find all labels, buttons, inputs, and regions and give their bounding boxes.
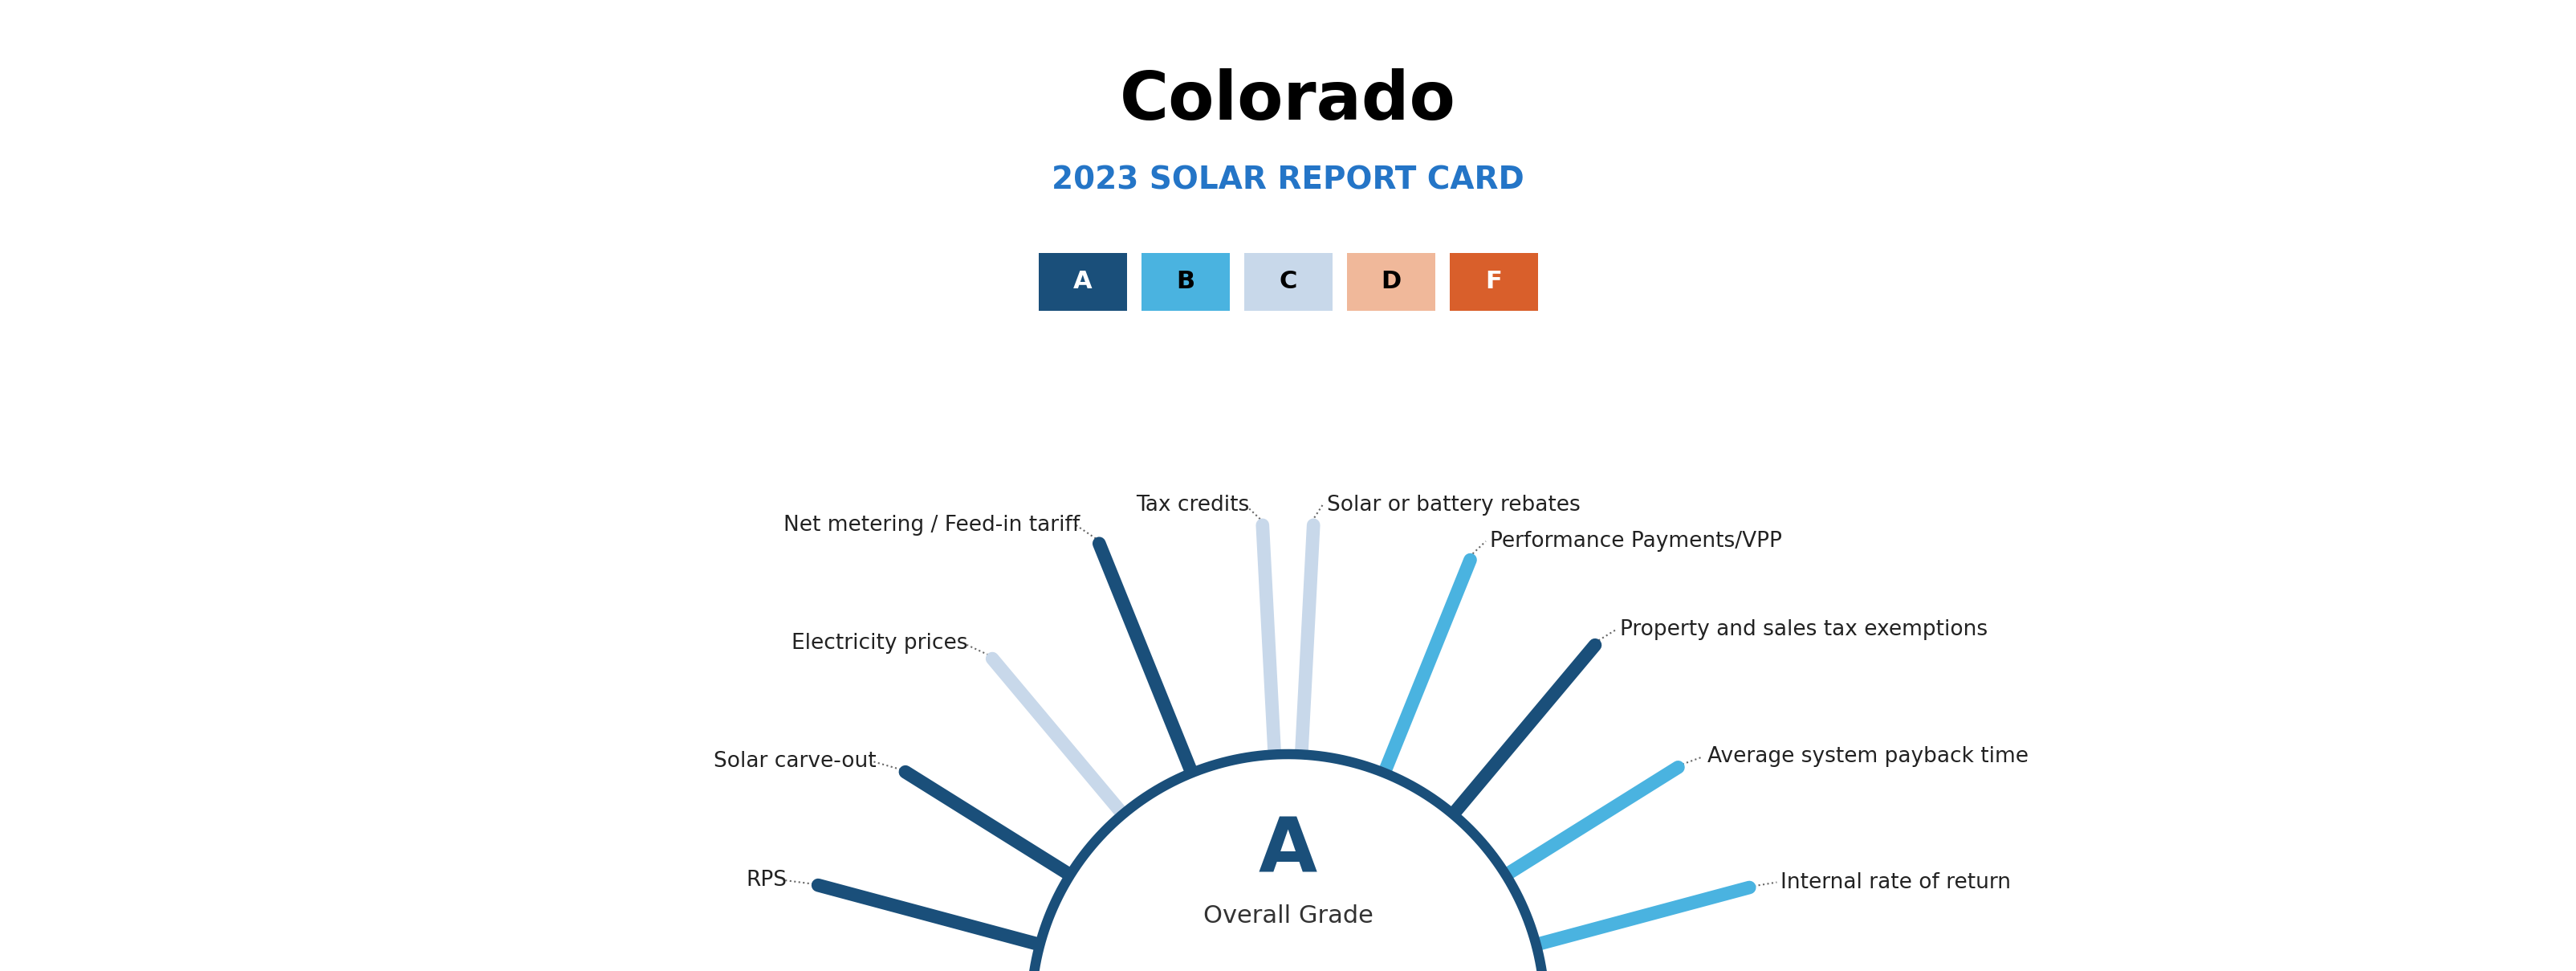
Text: Electricity prices: Electricity prices bbox=[791, 633, 969, 653]
Text: RPS: RPS bbox=[744, 870, 786, 890]
Text: A: A bbox=[1260, 815, 1316, 888]
FancyBboxPatch shape bbox=[1450, 252, 1538, 311]
Text: C: C bbox=[1280, 270, 1296, 293]
Text: Average system payback time: Average system payback time bbox=[1708, 746, 2027, 767]
Text: Net metering / Feed-in tariff: Net metering / Feed-in tariff bbox=[783, 515, 1079, 535]
Text: A: A bbox=[1074, 270, 1092, 293]
FancyBboxPatch shape bbox=[1141, 252, 1229, 311]
Text: Solar carve-out: Solar carve-out bbox=[714, 751, 876, 772]
FancyBboxPatch shape bbox=[1038, 252, 1126, 311]
Text: Internal rate of return: Internal rate of return bbox=[1780, 872, 2012, 892]
Text: F: F bbox=[1486, 270, 1502, 293]
Text: Solar or battery rebates: Solar or battery rebates bbox=[1327, 494, 1579, 516]
FancyBboxPatch shape bbox=[1347, 252, 1435, 311]
Text: Colorado: Colorado bbox=[1121, 68, 1455, 133]
Text: D: D bbox=[1381, 270, 1401, 293]
Text: B: B bbox=[1177, 270, 1195, 293]
FancyBboxPatch shape bbox=[1244, 252, 1332, 311]
Text: Performance Payments/VPP: Performance Payments/VPP bbox=[1489, 531, 1783, 552]
Text: Tax credits: Tax credits bbox=[1136, 494, 1249, 516]
Text: Overall Grade: Overall Grade bbox=[1203, 904, 1373, 927]
Text: Property and sales tax exemptions: Property and sales tax exemptions bbox=[1620, 619, 1989, 640]
Text: 2023 SOLAR REPORT CARD: 2023 SOLAR REPORT CARD bbox=[1051, 165, 1525, 195]
